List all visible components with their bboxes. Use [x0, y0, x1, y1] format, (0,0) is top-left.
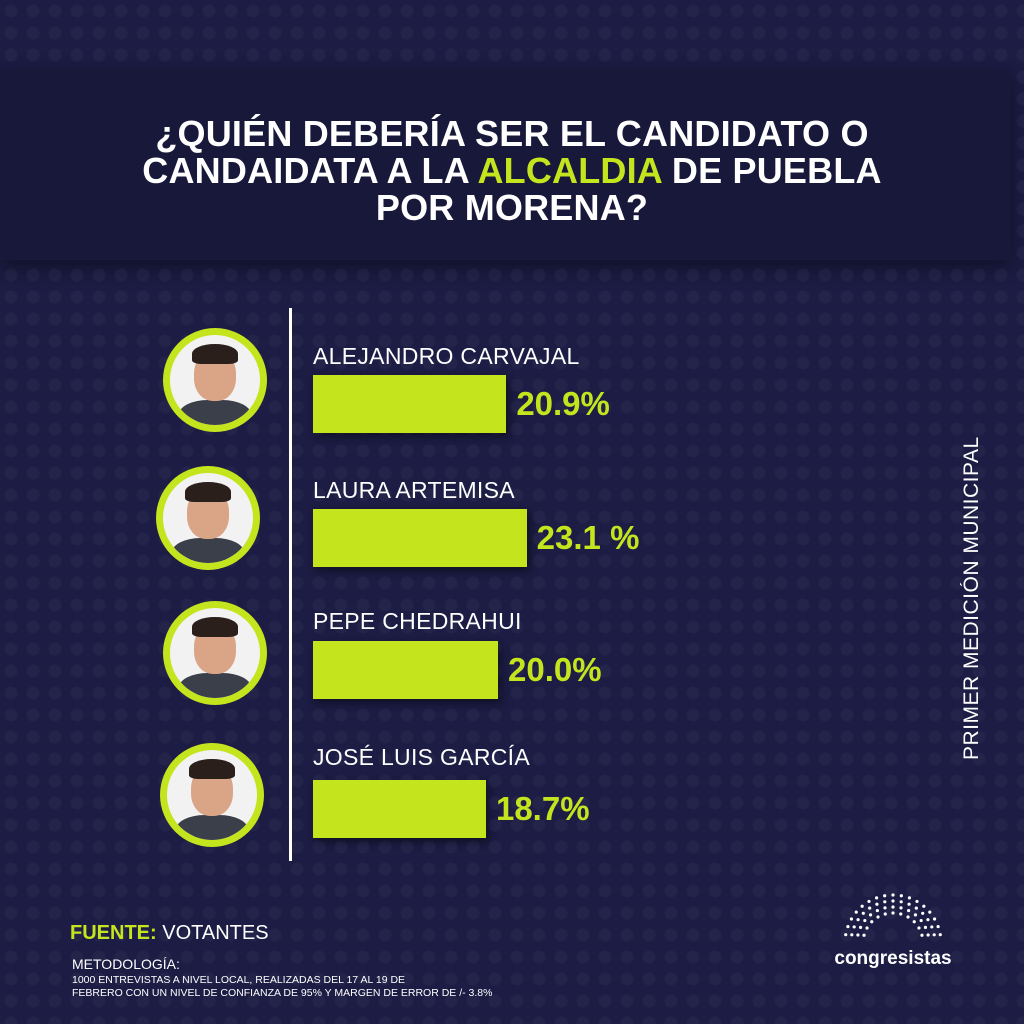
methodology-line: FEBRERO CON UN NIVEL DE CONFIANZA DE 95%…: [72, 987, 493, 999]
value-label: 20.9%: [516, 385, 610, 422]
bar: [313, 509, 527, 567]
candidate-photo: [163, 601, 267, 705]
page-title: ¿QUIÉN DEBERÍA SER EL CANDIDATO O CANDAI…: [0, 115, 1024, 226]
title-text: DE PUEBLA: [661, 150, 882, 191]
side-label: PRIMER MEDICIÓN MUNICIPAL: [960, 436, 983, 760]
category-label: LAURA ARTEMISA: [313, 477, 515, 503]
candidate-photo: [160, 743, 264, 847]
source-value: VOTANTES: [162, 922, 269, 944]
methodology-text: 1000 ENTREVISTAS A NIVEL LOCAL, REALIZAD…: [72, 974, 492, 1000]
title-text: CANDAIDATA A LA: [142, 150, 478, 191]
header-band: [0, 70, 1010, 260]
parliament-arc-icon: [843, 893, 943, 945]
logo-text: congresistas: [834, 948, 952, 969]
source-label: FUENTE:: [70, 922, 157, 944]
candidate-photo: [163, 328, 267, 432]
category-label: PEPE CHEDRAHUI: [313, 608, 522, 634]
value-label: 23.1 %: [536, 519, 640, 556]
title-line-3: POR MORENA?: [375, 187, 649, 228]
category-label: ALEJANDRO CARVAJAL: [313, 343, 580, 369]
candidate-photo: [156, 466, 260, 570]
value-label: 18.7%: [495, 790, 590, 827]
category-label: JOSÉ LUIS GARCÍA: [313, 744, 530, 770]
source: FUENTE: VOTANTES: [70, 922, 269, 945]
methodology-label: METODOLOGÍA:: [72, 956, 180, 972]
title-line-2: CANDAIDATA A LA ALCALDIA DE PUEBLA: [0, 152, 1024, 189]
value-label: 20.0%: [508, 651, 602, 688]
bar: [313, 780, 486, 838]
bar: [313, 641, 498, 699]
brand-logo: congresistas: [828, 893, 958, 970]
title-highlight: ALCALDIA: [477, 150, 662, 191]
bar: [313, 375, 507, 433]
title-line-1: ¿QUIÉN DEBERÍA SER EL CANDIDATO O: [155, 113, 869, 154]
methodology-line: 1000 ENTREVISTAS A NIVEL LOCAL, REALIZAD…: [72, 974, 406, 986]
chart-axis-line: [289, 308, 292, 861]
